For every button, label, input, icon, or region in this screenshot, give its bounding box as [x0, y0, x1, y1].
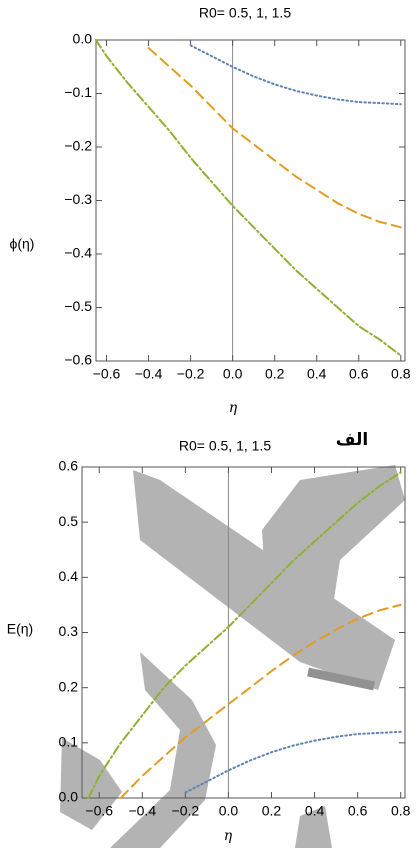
series-line	[95, 39, 402, 357]
y-tick-label: −0.6	[64, 352, 92, 368]
series-line	[147, 47, 402, 229]
chart-title: R0= 0.5, 1, 1.5	[199, 5, 291, 21]
x-tick-label: 0.6	[349, 366, 369, 382]
y-axis-label: E(η)	[7, 621, 33, 637]
y-tick-label: −0.5	[64, 298, 92, 314]
x-tick-label: 0.4	[307, 366, 327, 382]
x-tick-label: 0.2	[262, 803, 282, 819]
x-axis-label: η	[229, 400, 238, 416]
watermark-shape	[110, 652, 216, 848]
y-tick-label: −0.4	[64, 245, 92, 261]
y-tick-label: 0.5	[59, 513, 79, 529]
chart-title: R0= 0.5, 1, 1.5	[179, 438, 271, 454]
y-tick-label: −0.2	[64, 138, 92, 154]
y-tick-label: 0.2	[59, 678, 79, 694]
series-line	[189, 44, 402, 106]
y-tick-label: 0.0	[59, 789, 79, 805]
series-line	[87, 471, 402, 799]
x-tick-label: 0.4	[305, 803, 325, 819]
x-tick-label: −0.2	[177, 366, 205, 382]
watermark	[60, 465, 405, 848]
series-line	[119, 603, 402, 799]
x-tick-label: 0.8	[391, 366, 411, 382]
watermark-shape	[262, 465, 405, 622]
x-tick-label: 0.0	[219, 803, 239, 819]
watermark-stroke	[307, 667, 375, 691]
y-tick-label: −0.1	[64, 84, 92, 100]
y-tick-label: 0.0	[73, 31, 93, 47]
y-tick-label: 0.4	[59, 568, 79, 584]
x-tick-label: 0.0	[223, 366, 243, 382]
y-axis-label: ϕ(η)	[10, 236, 35, 252]
chart: 0.0 −0.1 −0.2 −0.3 −0.4 −0.5 −0.6−0.6 −0.4 −0.2 0…	[10, 5, 411, 416]
y-tick-label: 0.1	[59, 734, 79, 750]
watermark-shape	[60, 738, 122, 830]
watermark-shape	[133, 470, 395, 690]
x-tick-label: −0.2	[172, 803, 200, 819]
x-tick-label: −0.4	[135, 366, 163, 382]
y-tick-label: 0.6	[59, 458, 79, 474]
x-axis-label: η	[224, 828, 233, 844]
watermark-shape	[295, 806, 332, 848]
plot-frame	[95, 39, 406, 362]
y-tick-label: 0.3	[59, 623, 79, 639]
annotation: الف	[336, 430, 368, 450]
x-tick-label: −0.6	[85, 803, 113, 819]
x-tick-label: 0.2	[265, 366, 285, 382]
x-tick-label: 0.8	[391, 803, 411, 819]
chart: 0.0 0.1 0.2 0.3 0.4 0.5 0.6 −0.6 −0.4 −0.2 0.0 0.2 0…	[7, 430, 411, 844]
x-tick-label: −0.4	[128, 803, 156, 819]
series-line	[184, 730, 402, 794]
y-tick-label: −0.3	[64, 191, 92, 207]
x-tick-label: 0.6	[348, 803, 368, 819]
x-tick-label: −0.6	[93, 366, 121, 382]
